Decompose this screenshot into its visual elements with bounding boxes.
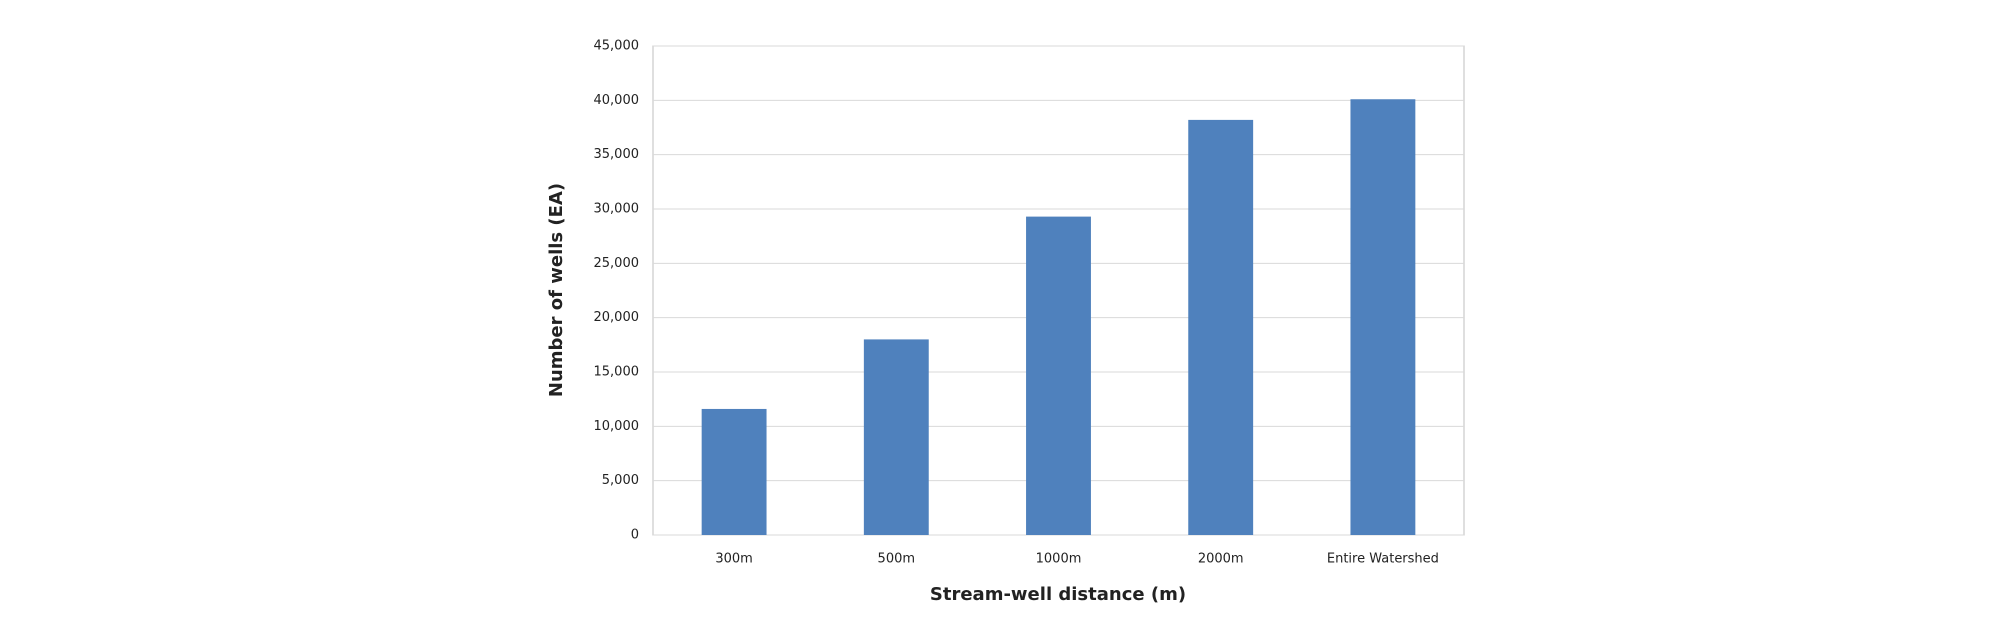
y-tick-label: 20,000 bbox=[594, 310, 640, 325]
x-tick-label: 300m bbox=[715, 552, 752, 567]
x-tick-label: 500m bbox=[878, 552, 915, 567]
y-tick-label: 45,000 bbox=[594, 39, 640, 54]
x-axis-title: Stream-well distance (m) bbox=[930, 584, 1186, 605]
bar bbox=[701, 408, 767, 535]
y-tick-label: 30,000 bbox=[594, 202, 640, 217]
y-tick-label: 15,000 bbox=[594, 365, 640, 380]
x-tick-label: Entire Watershed bbox=[1327, 552, 1439, 567]
y-axis-title: Number of wells (EA) bbox=[546, 183, 567, 397]
y-tick-label: 5,000 bbox=[602, 473, 639, 488]
x-tick-label: 1000m bbox=[1036, 552, 1082, 567]
y-tick-label: 0 bbox=[631, 528, 639, 543]
bar bbox=[1188, 119, 1254, 535]
y-tick-label: 10,000 bbox=[594, 419, 640, 434]
y-tick-label: 40,000 bbox=[594, 93, 640, 108]
x-tick-label: 2000m bbox=[1198, 552, 1244, 567]
bar bbox=[1350, 99, 1416, 535]
bar bbox=[1026, 216, 1091, 535]
y-tick-label: 35,000 bbox=[594, 147, 640, 162]
bar bbox=[863, 339, 929, 535]
y-tick-label: 25,000 bbox=[594, 256, 640, 271]
